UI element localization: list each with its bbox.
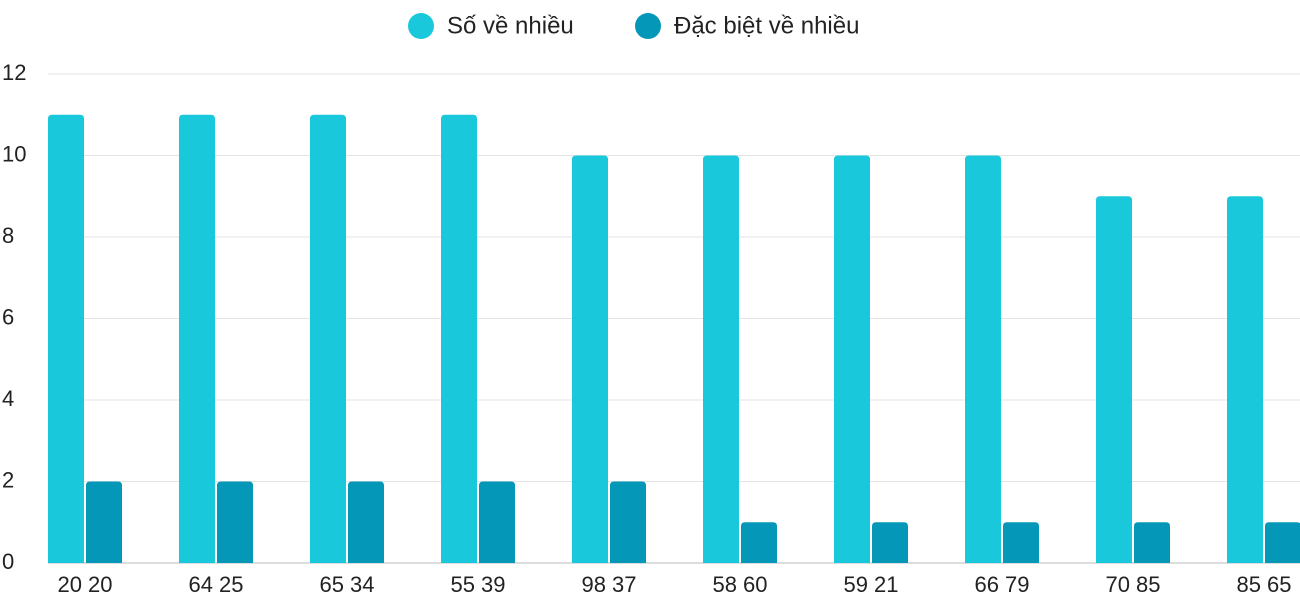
legend-label: Số về nhiều [447,12,574,39]
bar [48,114,84,563]
x-tick-label: 20 20 [57,572,112,597]
x-tick-label: 59 21 [843,572,898,597]
bar [1265,522,1300,563]
bar [1134,522,1170,563]
bar [310,114,346,563]
bar [741,522,777,563]
x-tick-label: 70 85 [1105,572,1160,597]
bar [703,155,739,563]
bar [479,481,515,563]
bar [872,522,908,563]
legend-marker [408,13,434,39]
bar [217,481,253,563]
x-tick-label: 98 37 [581,572,636,597]
y-tick-label: 10 [2,141,26,166]
x-tick-label: 64 25 [188,572,243,597]
y-tick-label: 4 [2,386,14,411]
x-tick-label: 58 60 [712,572,767,597]
bar [1096,196,1132,563]
legend-label: Đặc biệt về nhiều [674,12,859,39]
bar [86,481,122,563]
bar [179,114,215,563]
y-tick-label: 0 [2,549,14,574]
y-tick-label: 12 [2,60,26,85]
bar [572,155,608,563]
bar [1003,522,1039,563]
y-tick-label: 8 [2,223,14,248]
bar [834,155,870,563]
bar [610,481,646,563]
x-tick-label: 55 39 [450,572,505,597]
x-tick-label: 65 34 [319,572,374,597]
legend-marker [635,13,661,39]
bar [965,155,1001,563]
y-tick-label: 6 [2,304,14,329]
x-tick-label: 66 79 [974,572,1029,597]
bar [348,481,384,563]
y-tick-label: 2 [2,467,14,492]
bar [1227,196,1263,563]
bar [441,114,477,563]
x-tick-label: 85 65 [1236,572,1291,597]
